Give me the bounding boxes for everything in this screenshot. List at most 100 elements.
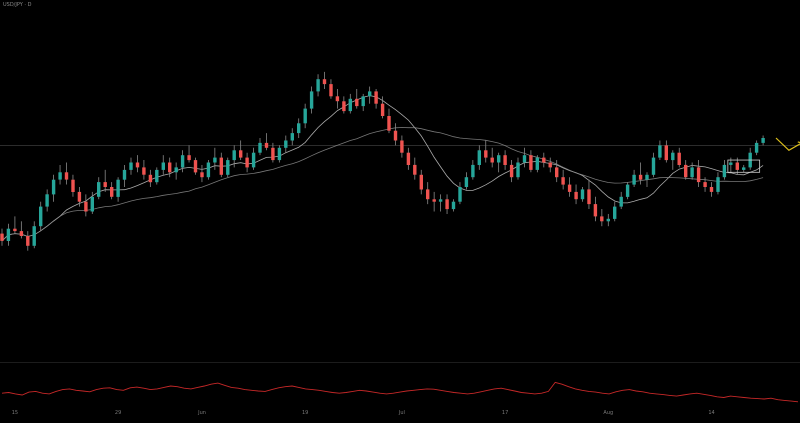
candle-body [84,201,88,212]
candle-body [342,101,346,112]
candle-body [619,196,623,207]
candle-body [277,147,282,161]
candle-body [432,199,436,202]
candle-body [58,172,62,180]
candle-body [671,152,675,161]
candle-body [445,199,449,210]
candle-body [716,177,720,192]
x-tick-label: 29 [115,410,121,416]
candle-body [329,84,333,97]
candle-body [264,142,269,148]
candle-body [729,162,733,165]
x-tick-label: Jun [197,410,206,416]
indicator-line [1,381,799,403]
projection-arrowhead [797,141,800,144]
candle-body [193,160,198,173]
candle-body [529,155,533,170]
candle-body [606,218,610,222]
candle-body [103,182,107,187]
candle-body [645,174,649,180]
candle-body [45,194,49,207]
candle-body [471,164,475,178]
candle-body [574,191,578,200]
candle-body [39,206,43,227]
candle-body [335,96,340,102]
x-tick-label: 15 [12,410,18,416]
candle-body [754,142,759,153]
candle-body [503,155,507,165]
x-tick-label: 17 [502,410,508,416]
candle-body [226,160,230,175]
candle-body [142,167,146,175]
candle-body [374,91,378,104]
candle-body [658,145,662,158]
candle-body [542,157,546,163]
candle-body [600,216,604,222]
candle-body [477,150,481,165]
x-tick-label: Aug [603,410,613,416]
candle-body [284,140,288,148]
candle-body [219,157,223,175]
candle-body [245,157,249,168]
candle-body [703,182,707,187]
candle-body [122,169,127,180]
candle-body [380,103,385,116]
candle-body [0,233,4,241]
candle-body [297,123,301,134]
candle-body [464,177,469,187]
candle-body [290,133,294,141]
candle-body [593,204,598,217]
candle-body [406,152,411,165]
x-tick-label: 14 [708,410,714,416]
candle-body [6,228,11,241]
candle-body [490,157,494,163]
candle-body [174,167,178,173]
candle-body [458,187,462,202]
candle-body [303,108,307,124]
candle-body [561,177,565,185]
candle-body [232,150,236,161]
moving-average-2 [1,127,764,242]
candle-body [32,226,36,246]
candle-body [484,150,488,158]
candle-body [26,236,30,246]
candle-body [509,164,514,178]
candle-body [696,167,701,183]
candle-body [413,164,417,175]
candle-body [426,189,430,200]
candle-body [309,91,314,109]
candle-body [19,231,24,236]
candles-group [0,71,765,251]
candle-body [451,201,456,210]
candle-body [419,174,423,190]
candle-body [664,145,668,161]
candle-body [567,184,572,192]
candle-body [71,179,75,192]
candle-body [64,172,69,180]
candle-body [393,130,398,141]
candle-body [613,206,617,219]
candle-body [548,162,552,168]
candle-body [258,142,262,153]
candle-body [735,162,739,170]
candle-body [271,147,275,161]
candle-body [387,116,391,131]
candle-body [684,164,688,178]
candle-body [206,162,211,178]
candle-body [97,182,101,197]
candle-body [722,164,727,178]
candle-body [651,157,656,175]
candle-body [129,162,133,170]
candle-body [213,157,217,163]
candle-body [690,167,694,178]
x-tick-label: 19 [302,410,308,416]
candle-body [438,199,443,202]
candle-body [187,155,191,161]
candle-body [161,162,165,170]
candle-body [148,174,153,183]
candle-body [355,98,359,107]
candle-body [632,174,636,185]
candle-body [709,187,714,192]
